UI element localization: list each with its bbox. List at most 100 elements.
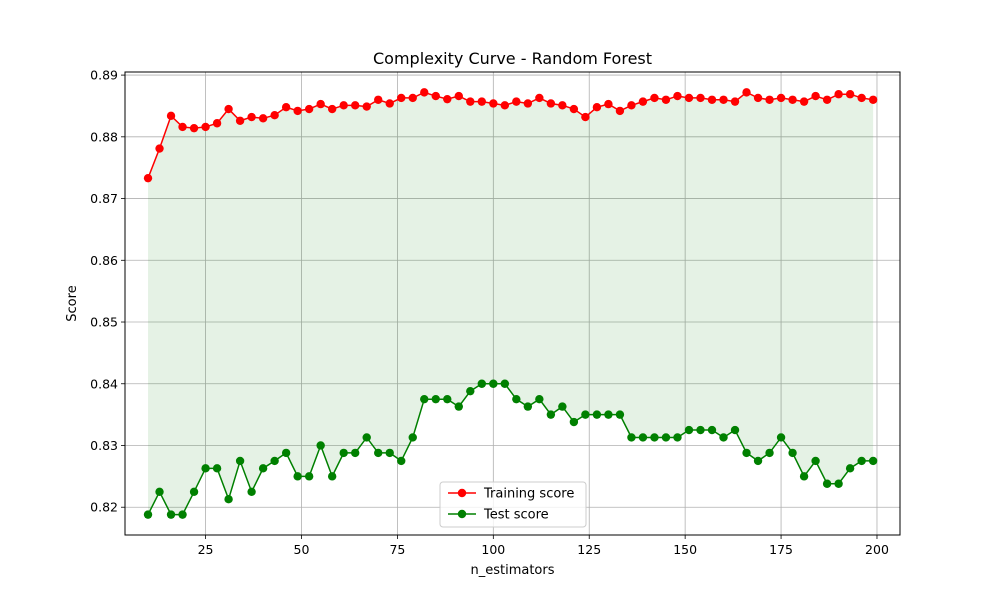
series-lines [143,88,878,519]
y-tick-label: 0.89 [90,68,118,83]
training-score-point [868,95,878,104]
training-score-point [719,95,728,104]
training-score-point [627,101,636,110]
test-score-point [304,472,314,481]
training-score-point [707,95,717,104]
test-score-point [834,479,843,488]
training-score-point [696,93,705,103]
training-score-point [316,99,325,109]
training-score-point [293,106,302,116]
y-tick-label: 0.87 [90,191,118,206]
chart-title: Complexity Curve - Random Forest [373,49,652,68]
test-score-point [212,464,222,473]
training-score-point [523,99,533,108]
test-score-point [523,402,533,411]
test-score-point [374,448,383,458]
x-axis-ticks: 25 50 75 100 125 150 175 200 [198,535,889,557]
test-score-point [696,425,705,435]
training-score-point [374,95,383,104]
training-score-point [201,122,210,132]
training-score-point [512,97,521,106]
plot-frame [124,71,901,536]
test-score-point [166,510,176,519]
test-score-point [535,394,544,404]
training-score-point [546,99,556,108]
test-score-point [868,456,878,466]
test-score-point [143,510,153,519]
test-score-point [327,472,337,481]
training-score-point [489,99,498,108]
training-score-point [673,91,682,101]
training-score-point [742,88,751,97]
training-score-point [730,97,740,106]
training-score-point [339,101,348,110]
test-score-point [730,425,740,435]
training-score-point [408,93,417,103]
legend-test-marker [457,509,467,519]
training-score-point [822,95,832,104]
training-score-point [224,104,233,114]
training-score-point [143,173,153,183]
legend-training-marker [457,488,467,498]
training-score-point [834,90,843,99]
training-score-point [753,93,763,103]
training-score-point [569,104,579,114]
y-axis-label: Score [65,285,80,321]
training-score-point [535,93,544,103]
test-score-point [857,456,866,466]
test-score-point [822,479,832,488]
training-score-point [443,94,452,104]
y-tick-label: 0.86 [90,253,118,268]
x-tick-label: 75 [389,542,405,557]
training-score-point [788,95,797,104]
x-tick-label: 125 [577,542,601,557]
training-score-point [155,144,164,153]
training-score-point [845,90,855,99]
test-score-point [385,448,394,458]
test-score-point [845,464,855,473]
training-score-point [235,116,245,125]
training-score-point [189,123,199,133]
test-score-point [454,402,463,411]
test-score-line [147,383,874,516]
y-axis-ticks: 0.82 0.83 0.84 0.85 0.86 0.87 0.88 0.89 [90,68,125,515]
y-tick-label: 0.85 [90,315,118,330]
test-score-point [270,456,279,466]
test-score-point [581,410,590,419]
training-score-line [147,91,874,179]
training-score-point [270,111,279,120]
x-axis-label: n_estimators [470,563,554,578]
legend-box [439,481,587,528]
x-tick-label: 150 [673,542,697,557]
training-score-point [604,99,613,109]
training-score-point [592,102,602,112]
training-score-point [581,112,590,122]
training-score-point [811,91,820,101]
x-tick-label: 200 [865,542,889,557]
training-score-point [420,88,429,97]
test-score-point [799,472,809,481]
training-score-point [350,101,360,110]
test-score-point [512,394,521,404]
training-score-point [684,93,694,103]
test-score-point [431,394,440,404]
test-score-point [661,433,671,442]
training-score-point [397,93,406,103]
test-score-point [489,379,498,388]
test-score-point [201,464,210,473]
x-tick-label: 50 [294,542,310,557]
test-score-point [604,410,613,419]
test-score-point [408,433,417,442]
test-score-point [615,410,625,419]
training-score-point [638,97,648,106]
test-score-point [420,394,429,404]
test-score-point [546,410,556,419]
training-score-point [454,91,463,101]
test-score-point [466,386,475,396]
training-score-point [615,106,625,116]
training-score-point [466,97,475,106]
training-score-point [477,97,487,106]
test-score-point [811,456,820,466]
training-score-point [431,91,440,101]
